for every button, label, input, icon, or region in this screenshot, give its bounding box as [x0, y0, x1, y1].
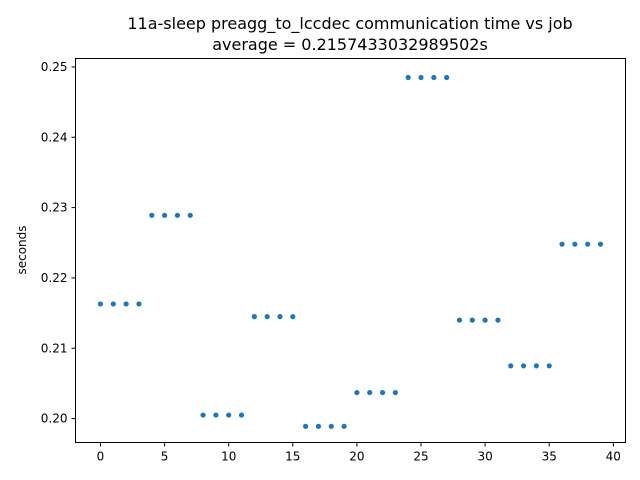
data-point [341, 423, 347, 429]
data-point [508, 363, 514, 369]
chart-subtitle: average = 0.2157433032989502s [212, 35, 488, 54]
y-tick-label: 0.20 [41, 412, 68, 426]
data-point [174, 212, 181, 218]
chart-title: 11a-sleep preagg_to_lccdec communication… [127, 14, 572, 34]
x-tick-label: 40 [606, 450, 621, 464]
data-point [431, 74, 437, 81]
data-point [149, 212, 155, 218]
data-point [546, 363, 552, 369]
data-point [200, 412, 206, 418]
x-tick-label: 30 [477, 450, 492, 464]
y-tick-label: 0.24 [41, 130, 68, 144]
x-tick-label: 5 [161, 450, 169, 464]
data-point [277, 314, 283, 320]
x-tick-label: 10 [221, 450, 236, 464]
x-axis-ticks: 0 5 10 15 20 25 30 35 40 [97, 442, 621, 464]
data-point [264, 314, 270, 320]
x-tick-label: 0 [97, 450, 105, 464]
data-point [444, 74, 450, 81]
data-point [238, 412, 245, 418]
x-tick-label: 25 [413, 450, 428, 464]
y-tick-label: 0.23 [41, 201, 68, 215]
data-point [162, 212, 168, 218]
data-point [585, 241, 591, 247]
data-point [392, 389, 398, 396]
data-point [418, 74, 424, 81]
data-point [469, 317, 475, 323]
data-point [213, 412, 219, 418]
data-point [328, 423, 334, 429]
y-tick-label: 0.22 [41, 271, 68, 285]
y-tick-label: 0.25 [41, 60, 68, 74]
data-point [290, 314, 296, 320]
y-axis-label: seconds [15, 225, 29, 274]
data-point [482, 317, 488, 323]
data-point [520, 363, 527, 369]
data-point [379, 389, 386, 396]
data-point [354, 389, 360, 396]
data-point [495, 317, 501, 323]
x-tick-label: 20 [349, 450, 364, 464]
data-point [110, 301, 116, 307]
x-tick-label: 15 [285, 450, 300, 464]
data-point [559, 241, 565, 247]
data-point [97, 301, 104, 307]
data-point [187, 212, 193, 218]
data-point [572, 241, 578, 247]
data-point [251, 314, 257, 320]
data-points [97, 74, 604, 429]
data-point [226, 412, 232, 418]
x-tick-label: 35 [542, 450, 557, 464]
y-tick-label: 0.21 [41, 341, 68, 355]
data-point [405, 74, 411, 81]
data-point [367, 389, 373, 396]
data-point [123, 301, 129, 307]
y-axis-ticks: 0.20 0.21 0.22 0.23 0.24 0.25 [41, 60, 76, 426]
data-point [315, 423, 322, 429]
data-point [533, 363, 539, 369]
data-point [136, 301, 142, 307]
data-point [597, 241, 604, 247]
data-point [456, 317, 463, 323]
plot-frame [75, 58, 626, 443]
data-point [303, 423, 309, 429]
